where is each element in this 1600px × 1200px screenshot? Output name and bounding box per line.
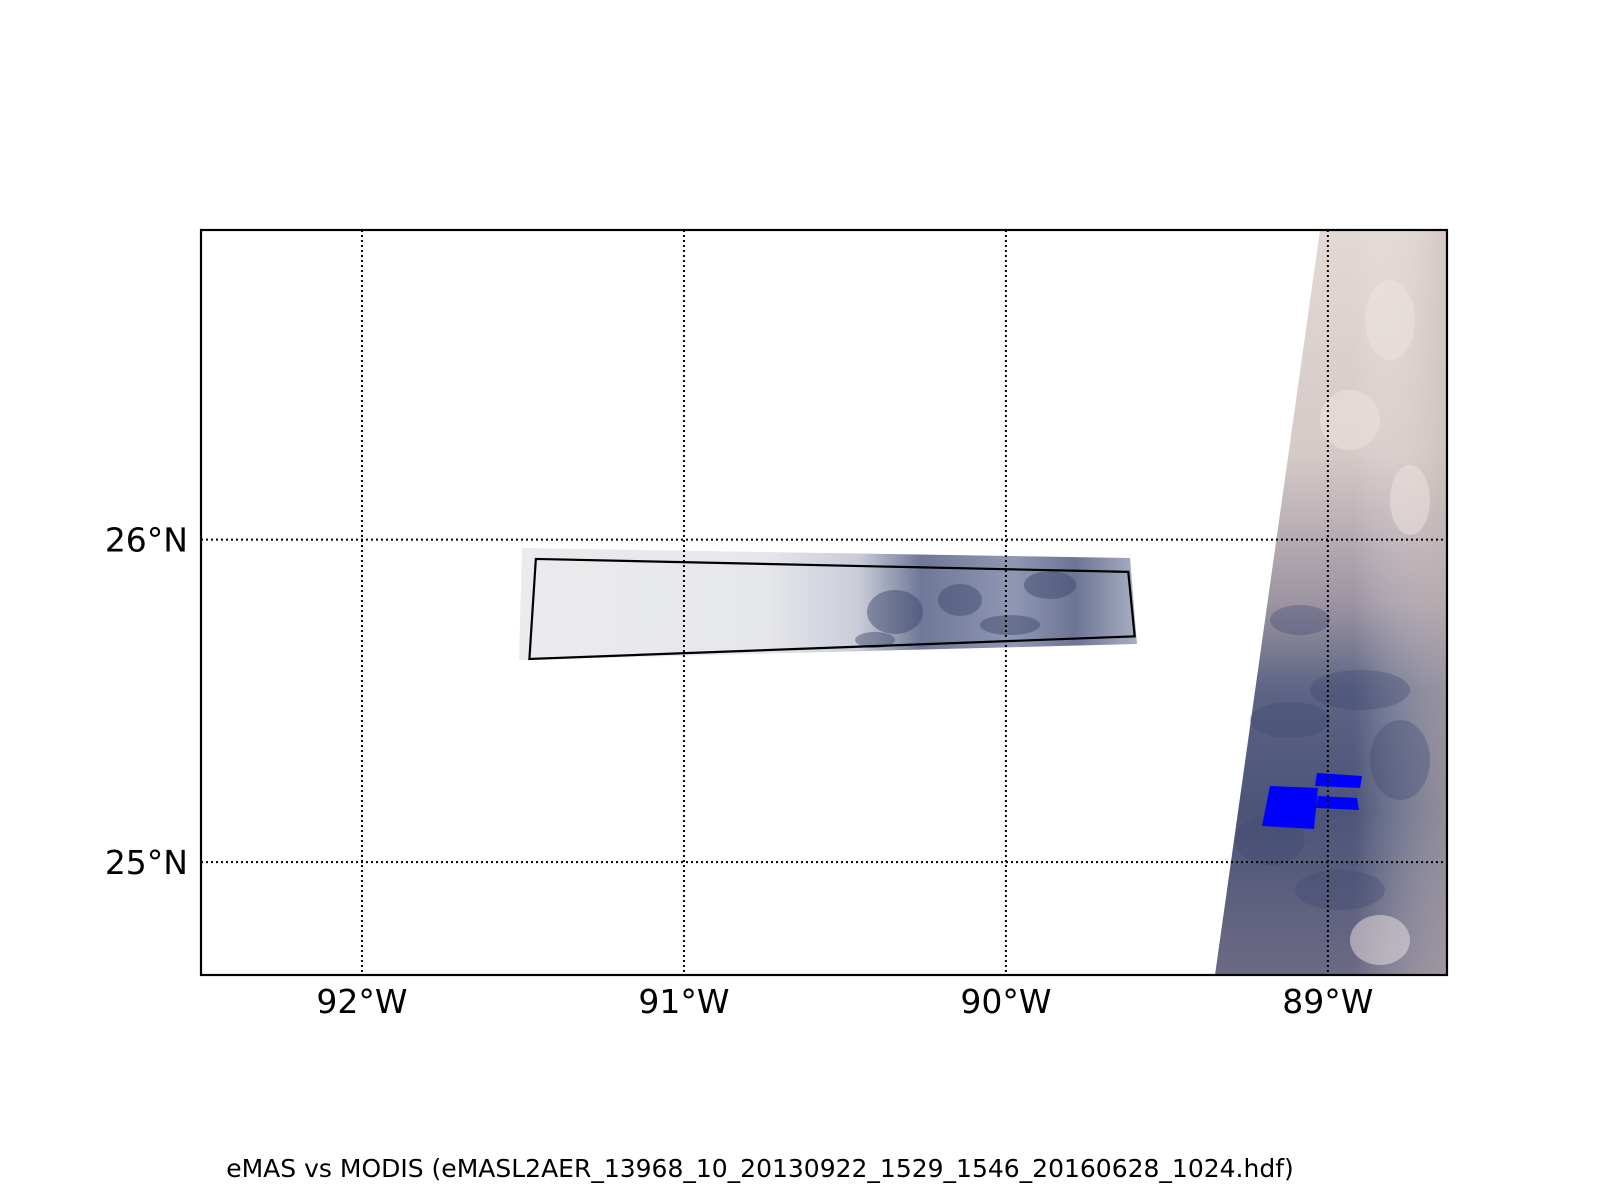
longitude-label: 89°W	[1282, 982, 1373, 1021]
latitude-label: 25°N	[105, 843, 188, 882]
longitude-label: 92°W	[316, 982, 407, 1021]
emas-outline	[528, 557, 1136, 661]
graticule	[201, 230, 1447, 975]
highlight-patch	[1316, 796, 1359, 810]
tick-labels: 92°W 91°W 90°W 89°W 26°N 25°N	[105, 521, 1374, 1021]
modis-cloud-texture	[1235, 605, 1430, 910]
map-frame	[199, 228, 1449, 977]
modis-swath-shading	[1215, 230, 1447, 975]
raster-layers	[519, 230, 1447, 975]
longitude-label: 90°W	[960, 982, 1051, 1021]
longitude-label: 91°W	[638, 982, 729, 1021]
modis-light-texture	[1320, 280, 1430, 965]
emas-cloud-texture	[855, 571, 1076, 648]
map-caption: eMAS vs MODIS (eMASL2AER_13968_10_201309…	[226, 1154, 1294, 1183]
highlight-patch	[1262, 786, 1318, 829]
emas-swath	[519, 548, 1137, 660]
highlight-patches	[1262, 773, 1362, 829]
latitude-label: 26°N	[105, 521, 188, 560]
highlight-patch	[1315, 773, 1362, 788]
